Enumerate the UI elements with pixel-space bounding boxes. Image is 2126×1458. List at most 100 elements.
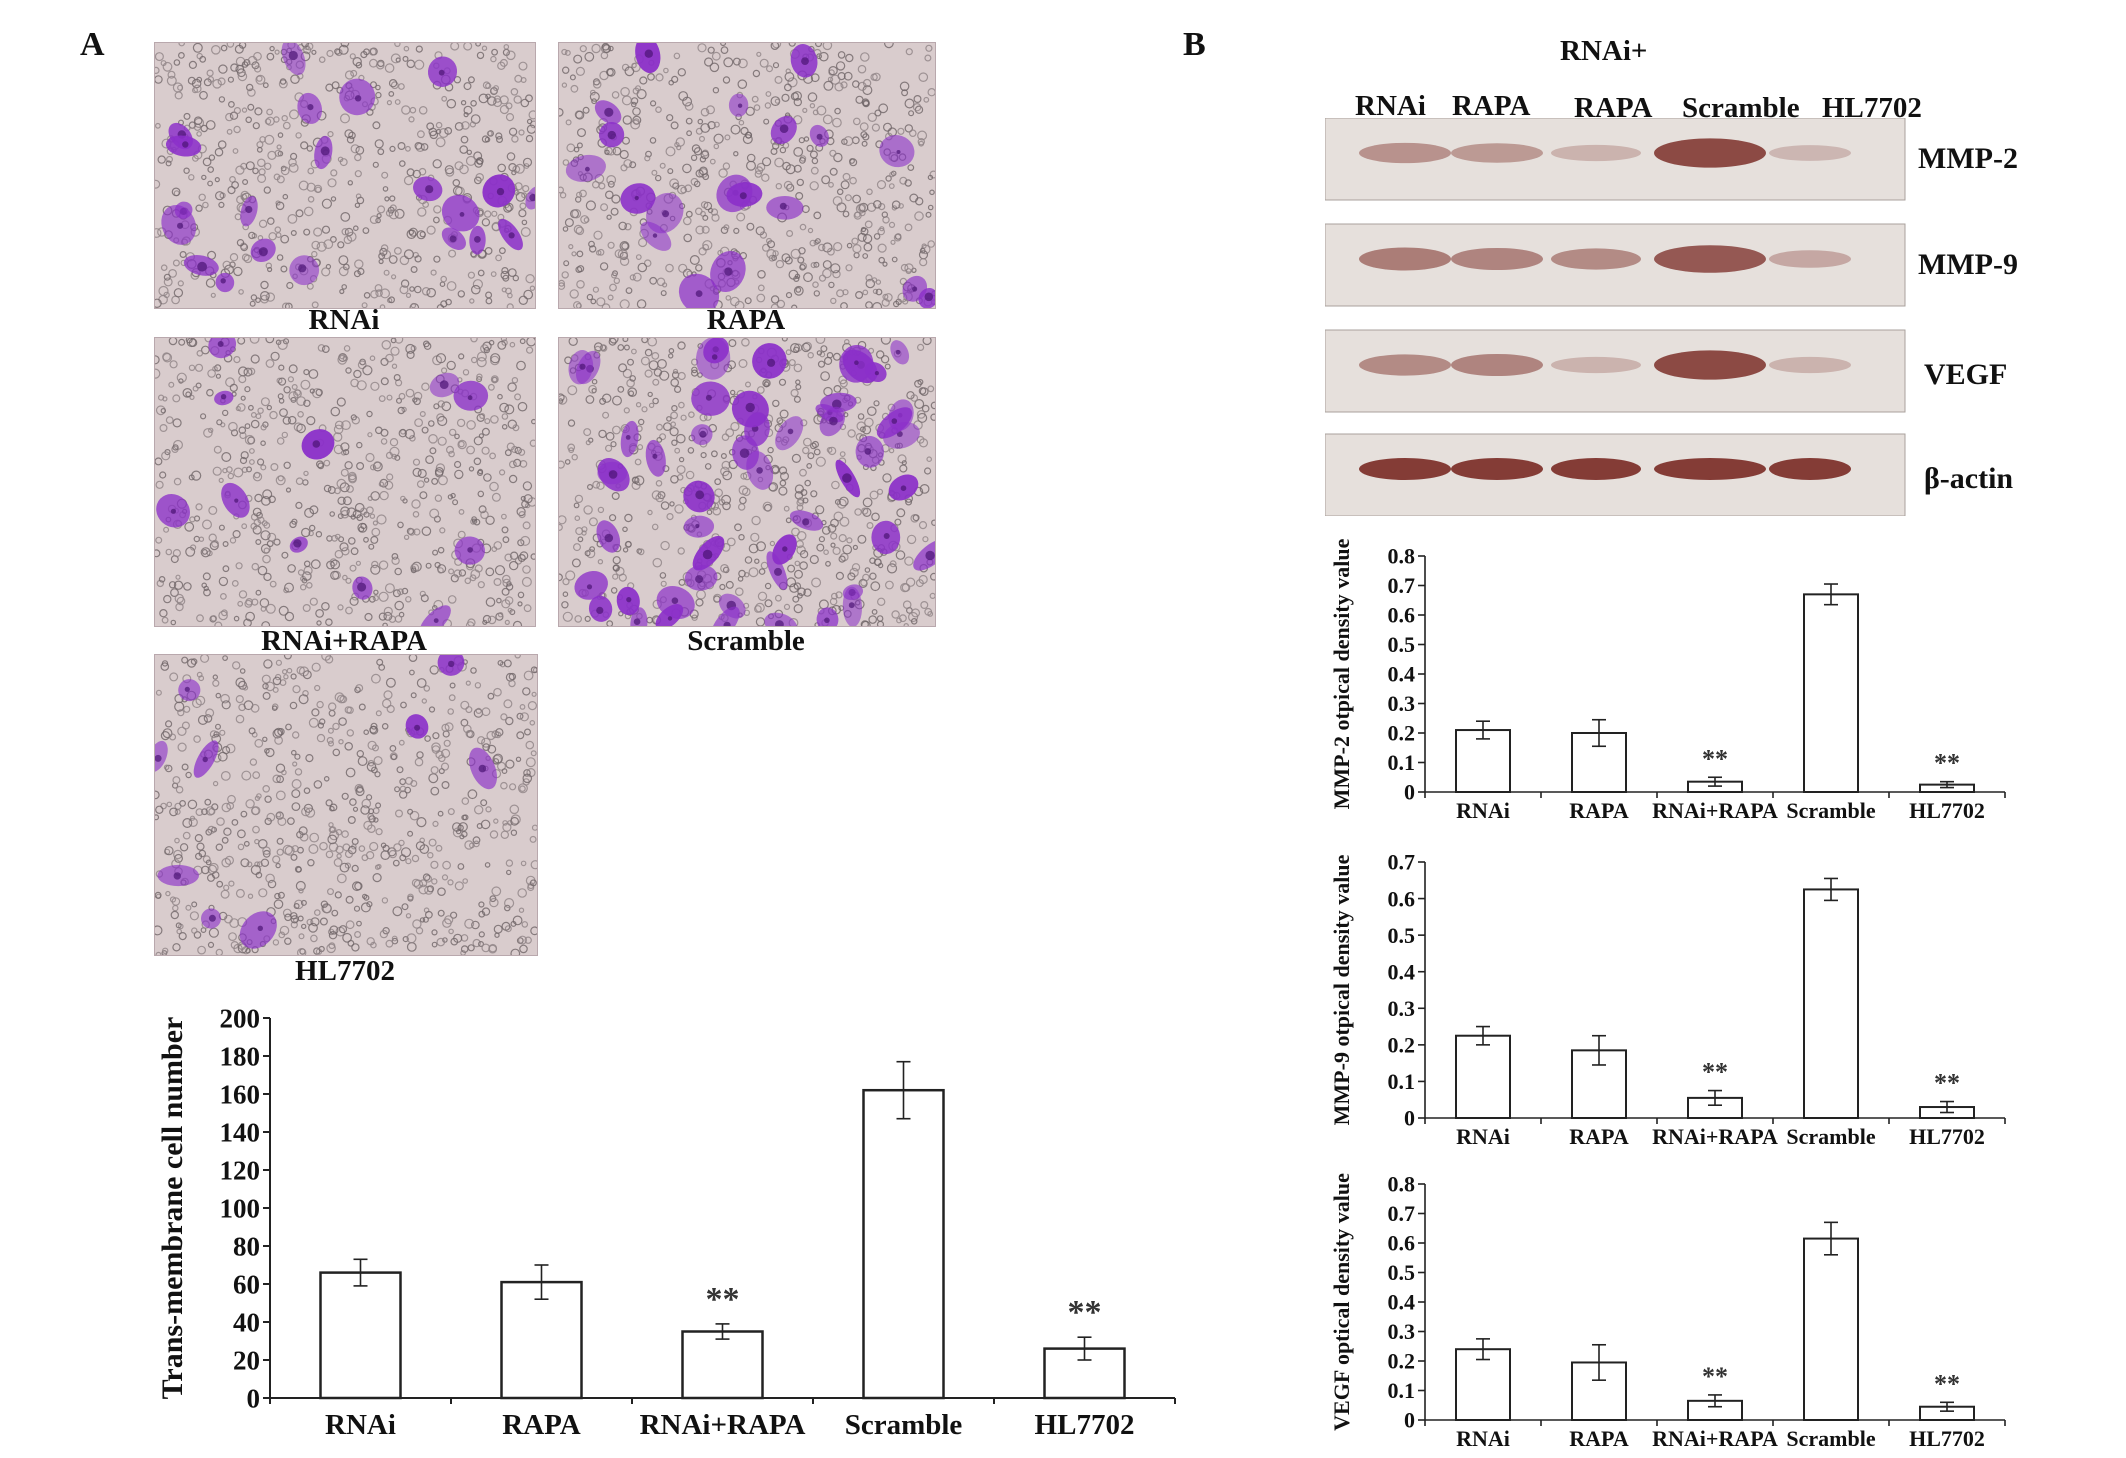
mmp9-density-chart: 0 0.1 0.2 0.3 0.4 0.5 0.6 0.7 RNAi RAPA ** RNAi+RAP… xyxy=(1329,850,2006,1149)
micrograph-texture xyxy=(155,43,535,308)
category-label: RAPA xyxy=(1569,798,1629,823)
y-axis-label: Trans-membrane cell number xyxy=(156,1017,189,1400)
blot-band xyxy=(1654,138,1766,168)
category-label: HL7702 xyxy=(1909,798,1985,823)
y-tick-label: 0.8 xyxy=(1388,1172,1416,1197)
bar xyxy=(1803,593,1859,793)
blot-band xyxy=(1551,144,1641,162)
y-tick-label: 180 xyxy=(220,1041,261,1071)
blot-band xyxy=(1359,458,1451,480)
y-tick-label: 0.7 xyxy=(1388,850,1416,875)
blot-band xyxy=(1551,356,1641,374)
bar xyxy=(1455,1034,1511,1119)
error-bar xyxy=(1940,1100,1954,1114)
blot-band xyxy=(1451,247,1543,271)
bar xyxy=(1455,1348,1511,1421)
significance-marker: ** xyxy=(1934,1369,1960,1398)
blot-band xyxy=(1359,354,1451,376)
error-bar xyxy=(1708,776,1722,787)
blot-band xyxy=(1451,143,1543,163)
bar xyxy=(862,1088,945,1400)
category-label: RAPA xyxy=(1569,1124,1629,1149)
significance-marker: ** xyxy=(1702,1058,1728,1087)
micrograph-rnai-rapa xyxy=(154,337,536,627)
y-tick-label: 0.3 xyxy=(1388,996,1416,1021)
trans-membrane-chart: 0 20 40 60 80 100 120 140 160 180 200 RNAi RAPA ** RNA… xyxy=(156,1003,1176,1441)
y-axis-label: MMP-2 otpical density value xyxy=(1329,538,1354,809)
blot-row xyxy=(1325,223,1906,307)
error-bar xyxy=(353,1258,368,1287)
micrograph-texture xyxy=(559,338,935,626)
blot-band xyxy=(1654,458,1766,480)
category-label: Scramble xyxy=(1786,1426,1875,1451)
error-bar xyxy=(1476,720,1490,740)
blot-band xyxy=(1769,250,1851,268)
category-label: RNAi xyxy=(325,1409,396,1441)
blot-band xyxy=(1769,356,1851,374)
category-label: RNAi+RAPA xyxy=(1652,1426,1778,1451)
category-label: RNAi xyxy=(1456,1426,1510,1451)
western-blot xyxy=(1325,118,1906,516)
blot-band xyxy=(1551,458,1641,480)
error-bar xyxy=(1824,1221,1838,1256)
error-bar xyxy=(534,1264,549,1301)
y-tick-label: 0.6 xyxy=(1388,603,1416,628)
micrograph-texture xyxy=(559,43,935,308)
y-tick-label: 80 xyxy=(233,1231,260,1261)
y-tick-label: 0.2 xyxy=(1388,1349,1416,1374)
blot-band xyxy=(1359,142,1451,164)
y-tick-label: 0.6 xyxy=(1388,1231,1416,1256)
micrograph-caption-rnai: RNAi xyxy=(308,304,380,336)
y-tick-label: 120 xyxy=(220,1155,261,1185)
error-bar xyxy=(715,1323,730,1340)
category-label: RNAi+RAPA xyxy=(1652,1124,1778,1149)
blot-row-label: VEGF xyxy=(1924,358,2008,391)
bar xyxy=(500,1280,583,1400)
y-axis-label: VEGF optical density value xyxy=(1329,1173,1354,1431)
y-axis-label: MMP-9 otpical density value xyxy=(1329,854,1354,1125)
bar xyxy=(681,1330,764,1400)
panel-a-letter: A xyxy=(80,26,105,63)
y-tick-label: 0.5 xyxy=(1388,1260,1416,1285)
micrograph-scramble xyxy=(558,337,936,627)
blot-row xyxy=(1325,433,1906,516)
error-bar xyxy=(1824,877,1838,902)
error-bar xyxy=(1476,1025,1490,1046)
blot-band xyxy=(1551,248,1641,270)
mmp2-density-chart: 0 0.1 0.2 0.3 0.4 0.5 0.6 0.7 0.8 RNAi RAPA ** RNAi+… xyxy=(1329,538,2006,823)
y-tick-label: 0 xyxy=(1404,780,1415,805)
y-tick-label: 20 xyxy=(233,1345,260,1375)
blot-top-label: RNAi+ xyxy=(1560,35,1648,67)
micrograph-texture xyxy=(155,655,537,955)
y-tick-label: 0.8 xyxy=(1388,544,1416,569)
y-tick-label: 200 xyxy=(220,1003,261,1033)
error-bar xyxy=(1077,1336,1092,1361)
blot-band xyxy=(1654,245,1766,273)
error-bar xyxy=(896,1060,911,1120)
error-bar xyxy=(1824,583,1838,606)
y-tick-label: 0.5 xyxy=(1388,632,1416,657)
bar xyxy=(1803,1237,1859,1421)
y-tick-label: 0.1 xyxy=(1388,1378,1416,1403)
category-label: RNAi xyxy=(1456,798,1510,823)
category-label: Scramble xyxy=(1786,1124,1875,1149)
blot-band xyxy=(1451,458,1543,480)
error-bar xyxy=(1708,1089,1722,1107)
y-tick-label: 0 xyxy=(247,1383,261,1413)
error-bar xyxy=(1476,1338,1490,1361)
blot-band xyxy=(1769,458,1851,480)
y-tick-label: 100 xyxy=(220,1193,261,1223)
blot-band xyxy=(1769,145,1851,161)
significance-marker: ** xyxy=(1068,1294,1102,1331)
error-bar xyxy=(1592,718,1606,748)
vegf-density-chart: 0 0.1 0.2 0.3 0.4 0.5 0.6 0.7 0.8 RNAi RAPA ** RNAi+… xyxy=(1329,1172,2006,1451)
y-tick-label: 0.4 xyxy=(1388,959,1416,984)
y-tick-label: 140 xyxy=(220,1117,261,1147)
blot-row-label: MMP-2 xyxy=(1918,142,2018,175)
blot-band xyxy=(1451,353,1543,377)
micrograph-texture xyxy=(155,338,535,626)
bar xyxy=(319,1271,402,1400)
category-label: RNAi+RAPA xyxy=(640,1409,806,1441)
significance-marker: ** xyxy=(1702,1362,1728,1391)
blot-band xyxy=(1654,350,1766,380)
